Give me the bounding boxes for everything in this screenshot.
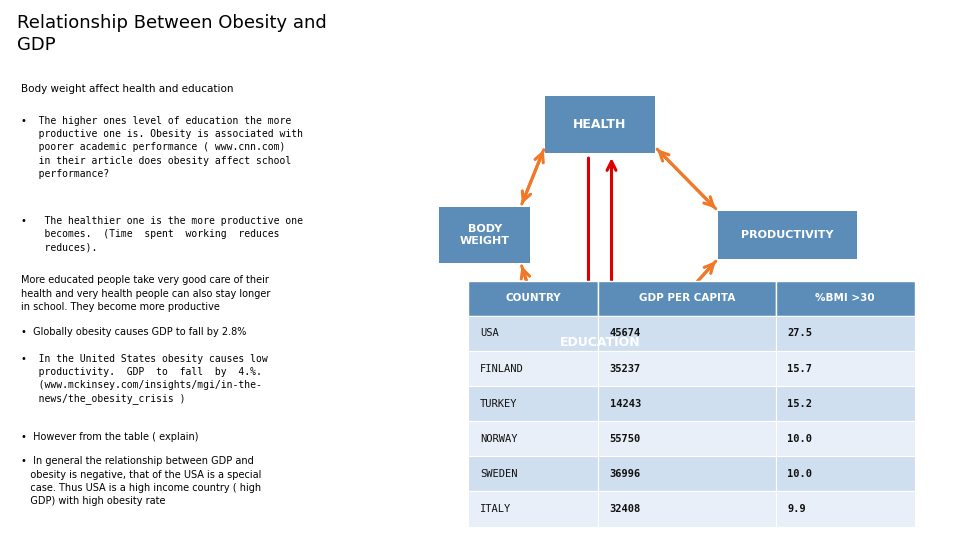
Bar [598, 351, 776, 386]
Bar [598, 386, 776, 421]
Text: •  In the United States obesity causes low
   productivity.  GDP  to  fall  by  : • In the United States obesity causes lo… [21, 354, 268, 404]
Bar [598, 281, 776, 316]
Text: 10.0: 10.0 [787, 469, 812, 479]
Bar [776, 491, 915, 526]
Bar [776, 421, 915, 456]
Text: 55750: 55750 [610, 434, 641, 444]
Text: Body weight affect health and education: Body weight affect health and education [21, 84, 233, 94]
Bar [468, 491, 598, 526]
Text: TURKEY: TURKEY [480, 399, 517, 409]
Text: PRODUCTIVITY: PRODUCTIVITY [741, 230, 833, 240]
Text: •  The higher ones level of education the more
   productive one is. Obesity is : • The higher ones level of education the… [21, 116, 303, 179]
Text: 35237: 35237 [610, 363, 641, 374]
Bar [468, 386, 598, 421]
Bar [598, 456, 776, 491]
Bar [776, 351, 915, 386]
Text: COUNTRY: COUNTRY [506, 293, 561, 303]
Text: BODY
WEIGHT: BODY WEIGHT [460, 224, 510, 246]
Text: •   The healthier one is the more productive one
    becomes.  (Time  spent  wor: • The healthier one is the more producti… [21, 216, 303, 252]
Text: 15.7: 15.7 [787, 363, 812, 374]
Bar [776, 281, 915, 316]
Text: 32408: 32408 [610, 504, 641, 514]
Bar [776, 456, 915, 491]
Text: ITALY: ITALY [480, 504, 512, 514]
Text: 14243: 14243 [610, 399, 641, 409]
Text: •  Globally obesity causes GDP to fall by 2.8%: • Globally obesity causes GDP to fall by… [21, 327, 247, 337]
FancyBboxPatch shape [540, 317, 660, 368]
Bar [468, 456, 598, 491]
Text: FINLAND: FINLAND [480, 363, 524, 374]
Text: •  However from the table ( explain): • However from the table ( explain) [21, 432, 199, 442]
Bar [776, 316, 915, 351]
FancyBboxPatch shape [544, 96, 655, 152]
FancyBboxPatch shape [440, 206, 530, 263]
Bar [468, 351, 598, 386]
Text: 15.2: 15.2 [787, 399, 812, 409]
Text: EDUCATION: EDUCATION [560, 336, 640, 349]
Text: GDP PER CAPITA: GDP PER CAPITA [638, 293, 735, 303]
Bar [598, 316, 776, 351]
Bar [776, 386, 915, 421]
Bar [468, 281, 598, 316]
Bar [468, 316, 598, 351]
Text: 45674: 45674 [610, 328, 641, 339]
Text: More educated people take very good care of their
health and very health people : More educated people take very good care… [21, 275, 271, 312]
FancyBboxPatch shape [717, 211, 856, 259]
Bar [468, 421, 598, 456]
Text: SWEDEN: SWEDEN [480, 469, 517, 479]
Text: NORWAY: NORWAY [480, 434, 517, 444]
Bar [598, 421, 776, 456]
Text: •  In general the relationship between GDP and
   obesity is negative, that of t: • In general the relationship between GD… [21, 456, 261, 506]
Text: USA: USA [480, 328, 499, 339]
Bar [598, 491, 776, 526]
Text: HEALTH: HEALTH [573, 118, 627, 131]
Text: Relationship Between Obesity and
GDP: Relationship Between Obesity and GDP [17, 14, 327, 53]
Text: 36996: 36996 [610, 469, 641, 479]
Text: 27.5: 27.5 [787, 328, 812, 339]
Text: 10.0: 10.0 [787, 434, 812, 444]
Text: 9.9: 9.9 [787, 504, 806, 514]
Text: %BMI >30: %BMI >30 [815, 293, 876, 303]
